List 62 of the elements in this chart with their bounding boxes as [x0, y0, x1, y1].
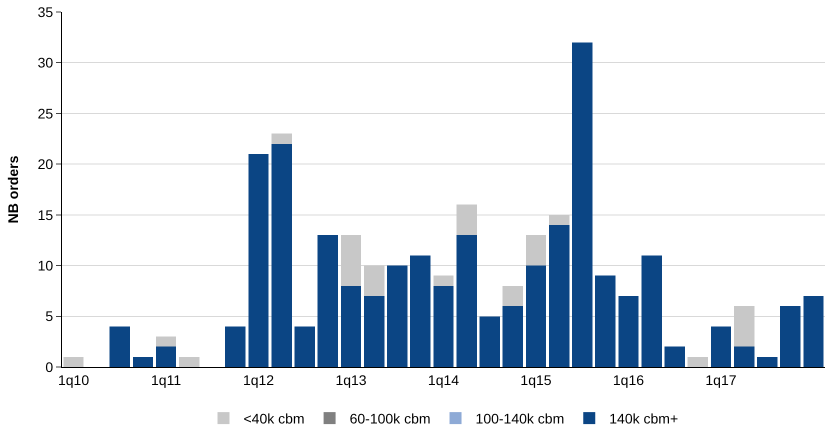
bar	[156, 346, 176, 367]
bar	[734, 346, 754, 367]
bar	[387, 266, 408, 367]
bar	[410, 255, 431, 367]
bar	[156, 336, 176, 347]
bar	[595, 276, 616, 367]
bar	[710, 326, 732, 367]
x-tick-label: 1q14	[428, 372, 460, 388]
bar	[340, 235, 362, 286]
bar	[225, 326, 246, 367]
bar	[364, 266, 384, 296]
bar	[757, 356, 778, 367]
y-axis-title: NB orders	[5, 155, 22, 224]
legend-label: 140k cbm+	[609, 410, 678, 427]
bar	[433, 276, 454, 286]
legend-label: 60-100k cbm	[350, 410, 431, 427]
bar	[664, 346, 685, 367]
legend-label: 100-140k cbm	[476, 410, 564, 427]
bar	[456, 235, 477, 367]
y-tick-label: 5	[45, 308, 54, 324]
bar	[178, 356, 200, 367]
bar	[780, 306, 800, 367]
y-tick-label: 20	[38, 156, 54, 172]
bar	[502, 286, 524, 306]
x-tick-label: 1q17	[705, 372, 737, 388]
bar	[248, 154, 269, 367]
y-tick-label: 35	[38, 4, 54, 20]
x-tick-label: 1q11	[150, 372, 182, 388]
bar	[271, 144, 292, 367]
legend-label: <40k cbm	[244, 410, 305, 427]
bar	[548, 225, 570, 367]
bar	[688, 356, 708, 367]
bar	[480, 316, 500, 367]
y-tick-label: 30	[38, 54, 54, 71]
bar	[548, 214, 570, 225]
y-tick-label: 15	[38, 206, 54, 223]
bar	[294, 326, 315, 367]
bar	[734, 306, 754, 347]
bar	[132, 356, 154, 367]
y-tick-label: 25	[38, 105, 54, 122]
x-tick-label: 1q10	[58, 372, 90, 388]
y-tick-label: 10	[38, 257, 54, 274]
bar	[271, 134, 292, 144]
bar	[433, 286, 454, 367]
bar	[502, 306, 524, 367]
bar	[618, 296, 639, 367]
bar	[364, 296, 384, 367]
bar	[318, 235, 338, 367]
bar	[63, 356, 84, 367]
bar	[526, 266, 546, 367]
x-tick-label: 1q15	[520, 372, 552, 388]
x-tick-label: 1q16	[612, 372, 644, 388]
bar	[340, 286, 362, 367]
x-tick-label: 1q13	[335, 372, 367, 388]
y-tick-label: 0	[45, 358, 54, 375]
x-tick-label: 1q12	[242, 372, 274, 388]
bar	[641, 255, 662, 367]
bar	[572, 42, 592, 367]
bar	[803, 296, 824, 367]
bar	[526, 235, 546, 266]
bar	[456, 204, 477, 236]
bar	[110, 326, 130, 367]
